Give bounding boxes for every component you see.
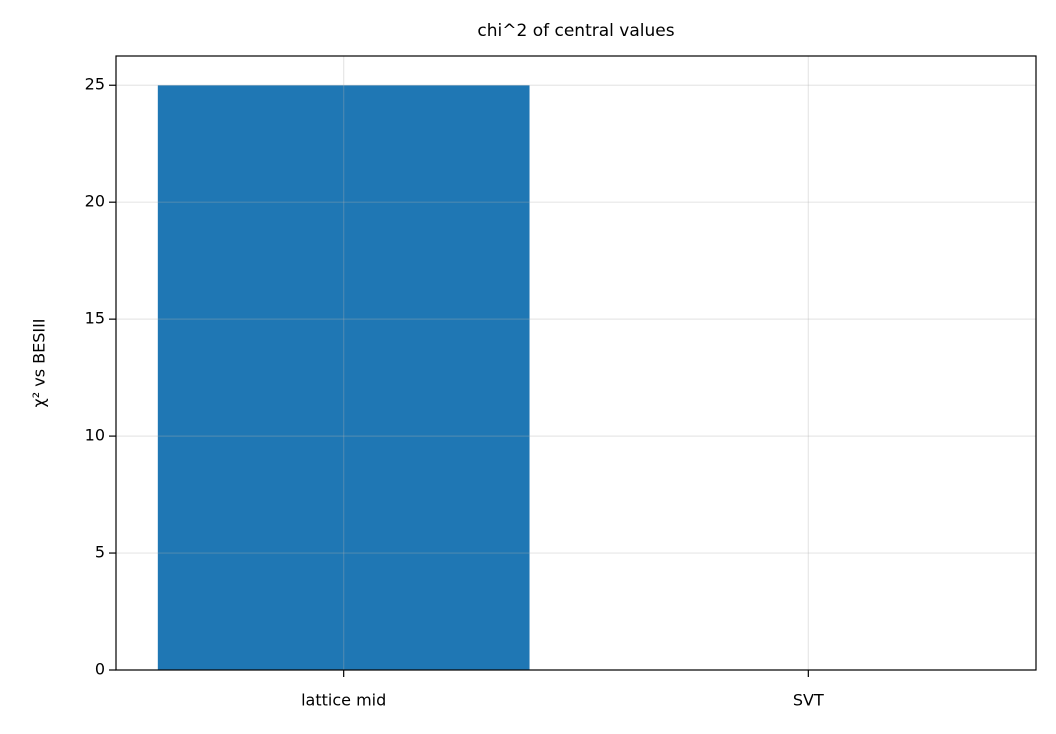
- chart-title: chi^2 of central values: [477, 21, 674, 41]
- y-tick-label: 15: [85, 309, 105, 328]
- y-tick-label: 5: [95, 543, 105, 562]
- y-tick-label: 0: [95, 660, 105, 679]
- y-axis-label: χ² vs BESIII: [30, 318, 49, 407]
- y-tick-label: 10: [85, 426, 105, 445]
- x-tick-label: SVT: [793, 691, 824, 710]
- bar: [157, 85, 530, 670]
- y-tick-label: 25: [85, 75, 105, 94]
- y-tick-label: 20: [85, 192, 105, 211]
- x-tick-label: lattice mid: [301, 691, 386, 710]
- plot-frame: [115, 55, 1037, 671]
